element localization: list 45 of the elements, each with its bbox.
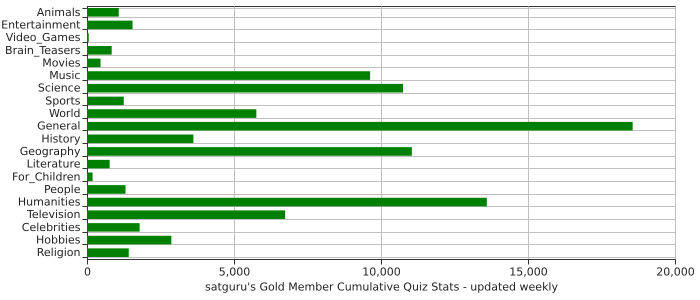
y-tick-label: People bbox=[44, 182, 81, 196]
bar bbox=[87, 122, 633, 130]
bar bbox=[87, 46, 112, 55]
bar bbox=[87, 160, 110, 168]
bar bbox=[87, 147, 412, 156]
bar bbox=[87, 20, 133, 30]
bar bbox=[87, 185, 126, 194]
y-tick-label: Geography bbox=[20, 144, 81, 158]
x-axis-title: satguru's Gold Member Cumulative Quiz Stats - updated weekly bbox=[205, 280, 558, 294]
y-tick-label: Sports bbox=[45, 94, 81, 108]
x-tick-label: 15,000 bbox=[509, 266, 548, 278]
y-tick-label: Music bbox=[49, 69, 80, 82]
y-tick-label: World bbox=[48, 107, 80, 120]
bar bbox=[87, 236, 172, 244]
y-tick-label: Humanities bbox=[18, 196, 81, 209]
y-tick-label: Religion bbox=[36, 246, 81, 260]
y-tick-label: Science bbox=[38, 82, 81, 95]
y-tick-label: Brain_Teasers bbox=[5, 44, 81, 57]
y-tick-label: Literature bbox=[26, 158, 81, 171]
bar bbox=[87, 248, 129, 257]
x-tick-label: 0 bbox=[84, 266, 91, 278]
bar bbox=[87, 96, 124, 106]
y-tick-label: For_Children bbox=[12, 170, 81, 184]
bar bbox=[87, 71, 370, 80]
y-tick-label: History bbox=[41, 132, 81, 146]
y-tick-label: Hobbies bbox=[36, 234, 81, 247]
y-tick-label: General bbox=[37, 120, 80, 133]
bar bbox=[87, 84, 404, 93]
x-tick-label: 10,000 bbox=[362, 266, 401, 278]
bar bbox=[87, 223, 140, 232]
x-tick-label: 20,000 bbox=[656, 266, 695, 278]
y-tick-label: Animals bbox=[36, 6, 81, 19]
x-tick-label: 5,000 bbox=[218, 266, 250, 278]
y-tick-label: Entertainment bbox=[1, 18, 82, 32]
bar bbox=[87, 134, 194, 144]
y-tick-label: Video_Games bbox=[6, 31, 81, 44]
y-tick-label: Celebrities bbox=[22, 220, 81, 234]
bar bbox=[87, 198, 487, 206]
bar bbox=[87, 172, 93, 182]
bar bbox=[87, 8, 119, 17]
y-tick-label: Television bbox=[26, 208, 81, 222]
bar bbox=[87, 210, 286, 220]
bar bbox=[87, 58, 101, 68]
y-tick-label: Movies bbox=[42, 56, 81, 70]
bar bbox=[87, 109, 256, 118]
